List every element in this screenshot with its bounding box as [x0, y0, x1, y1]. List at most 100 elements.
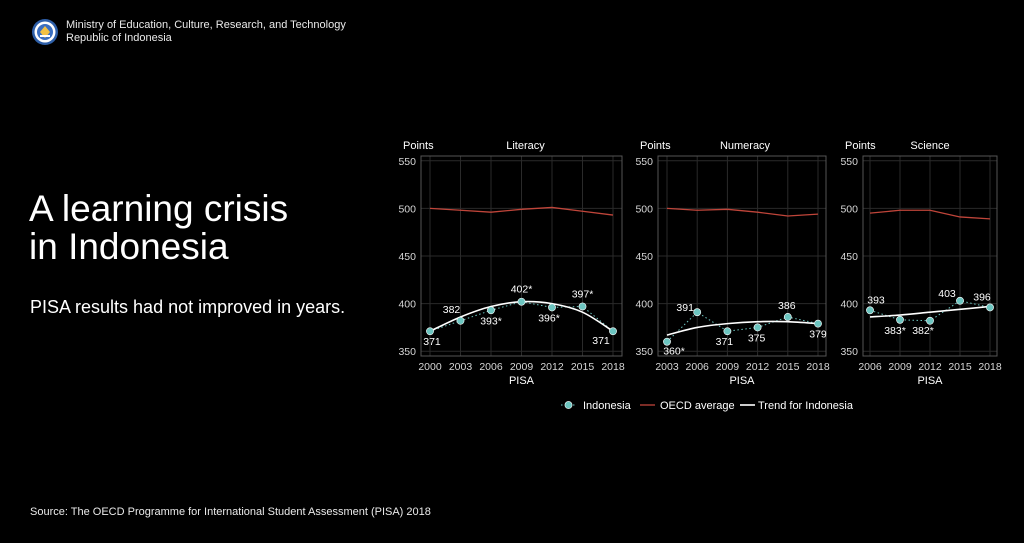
legend-indonesia-label: Indonesia: [583, 400, 632, 412]
x-tick-label: 2009: [888, 361, 912, 373]
point-label: 396*: [538, 312, 560, 324]
indonesia-line: [666, 311, 819, 343]
x-tick-label: 2012: [746, 361, 770, 373]
oecd-average-line: [869, 209, 991, 220]
x-tick-label: 2012: [540, 361, 564, 373]
trend-line: [666, 320, 819, 336]
point-label: 383*: [884, 325, 906, 337]
indonesia-point: [578, 302, 587, 311]
y-tick-label: 450: [840, 251, 858, 263]
x-tick-label: 2006: [479, 361, 503, 373]
point-label: 396: [973, 291, 991, 303]
y-tick-label: 350: [635, 346, 653, 358]
indonesia-point: [926, 316, 934, 325]
x-tick-label: 2006: [686, 361, 710, 373]
organization-name: Ministry of Education, Culture, Research…: [66, 19, 346, 45]
indonesia-point: [693, 308, 702, 317]
panel-title: Literacy: [506, 140, 545, 152]
point-label: 393*: [480, 315, 502, 327]
point-label: 386: [778, 300, 796, 312]
x-tick-label: 2003: [655, 361, 679, 373]
point-label: 360*: [663, 346, 685, 358]
point-label: 371: [423, 336, 441, 348]
chart-panel-literacy: 350 400 450 500 550 2000 2003 2006 2009 2012 2015 2…: [398, 140, 624, 387]
x-tick-label: 2018: [806, 361, 830, 373]
x-tick-label: 2006: [858, 361, 882, 373]
indonesia-point: [456, 316, 465, 325]
x-tick-label: 2003: [449, 361, 473, 373]
indonesia-point: [783, 313, 792, 321]
header: Ministry of Education, Culture, Research…: [31, 18, 346, 46]
point-label: 371: [716, 336, 734, 348]
trend-line: [869, 305, 991, 318]
panel-frame: [657, 155, 827, 357]
point-label: 402*: [511, 284, 533, 296]
y-tick-label: 400: [398, 299, 416, 311]
indonesia-point: [814, 319, 822, 328]
indonesia-point: [663, 337, 671, 346]
page-subtitle: PISA results had not improved in years.: [30, 297, 346, 317]
point-label: 375: [748, 332, 766, 344]
source-note: Source: The OECD Programme for Internati…: [30, 506, 431, 518]
indonesia-point: [896, 315, 904, 324]
x-tick-label: 2018: [601, 361, 625, 373]
oecd-average-line: [429, 206, 614, 216]
x-tick-label: 2009: [716, 361, 740, 373]
ministry-logo-icon: [32, 19, 58, 45]
x-tick-label: 2015: [948, 361, 972, 373]
panel-frame: [420, 155, 623, 357]
chart-panel-numeracy: 350 400 450 500 550 2003 2006 2009 2012 2015 2018 P…: [635, 140, 829, 387]
legend-oecd-label: OECD average: [660, 400, 735, 412]
point-label: 382: [443, 304, 461, 316]
indonesia-point: [723, 327, 732, 336]
point-label: 391: [676, 302, 694, 314]
y-tick-label: 500: [398, 203, 416, 215]
point-label: 371: [592, 335, 610, 347]
indonesia-point: [753, 323, 762, 332]
x-tick-label: 2009: [510, 361, 534, 373]
x-axis-label: PISA: [729, 375, 755, 387]
x-tick-label: 2000: [418, 361, 442, 373]
point-label: 382*: [912, 325, 934, 337]
x-axis-label: PISA: [509, 375, 535, 387]
x-tick-label: 2012: [918, 361, 942, 373]
indonesia-point: [517, 297, 526, 306]
indonesia-point: [956, 296, 964, 305]
y-tick-label: 500: [635, 203, 653, 215]
org-line-2: Republic of Indonesia: [66, 32, 172, 44]
chart-panel-science: 350 400 450 500 550 2006 2009 2012 2015 2018 Point…: [840, 140, 1001, 387]
x-tick-label: 2015: [776, 361, 800, 373]
point-label: 397*: [572, 288, 594, 300]
indonesia-point: [866, 306, 874, 315]
y-tick-label: 400: [635, 299, 653, 311]
indonesia-point: [986, 303, 994, 312]
y-tick-label: 550: [840, 156, 858, 168]
point-label: 379: [809, 329, 827, 341]
headline-line-1: A learning crisis: [29, 188, 289, 229]
panel-title: Science: [910, 140, 949, 152]
y-tick-label: 450: [635, 251, 653, 263]
y-tick-label: 450: [398, 251, 416, 263]
org-line-1: Ministry of Education, Culture, Research…: [66, 19, 346, 31]
y-tick-label: 500: [840, 203, 858, 215]
x-axis-label: PISA: [917, 375, 943, 387]
point-label: 393: [867, 294, 885, 306]
y-axis-label: Points: [640, 140, 671, 152]
y-tick-label: 550: [398, 156, 416, 168]
point-label: 403: [938, 288, 956, 300]
x-tick-label: 2018: [978, 361, 1002, 373]
y-tick-label: 350: [398, 346, 416, 358]
y-tick-label: 350: [840, 346, 858, 358]
y-axis-label: Points: [845, 140, 876, 152]
chart-legend: Indonesia OECD average Trend for Indonesia: [561, 400, 854, 412]
legend-indonesia-marker: [564, 401, 573, 409]
y-tick-label: 550: [635, 156, 653, 168]
panel-title: Numeracy: [720, 140, 771, 152]
page-headline: A learning crisis in Indonesia: [29, 190, 288, 266]
legend-trend-label: Trend for Indonesia: [758, 400, 854, 412]
headline-line-2: in Indonesia: [29, 226, 229, 267]
y-tick-label: 400: [840, 299, 858, 311]
panel-frame: [862, 155, 998, 357]
indonesia-point: [487, 306, 495, 315]
